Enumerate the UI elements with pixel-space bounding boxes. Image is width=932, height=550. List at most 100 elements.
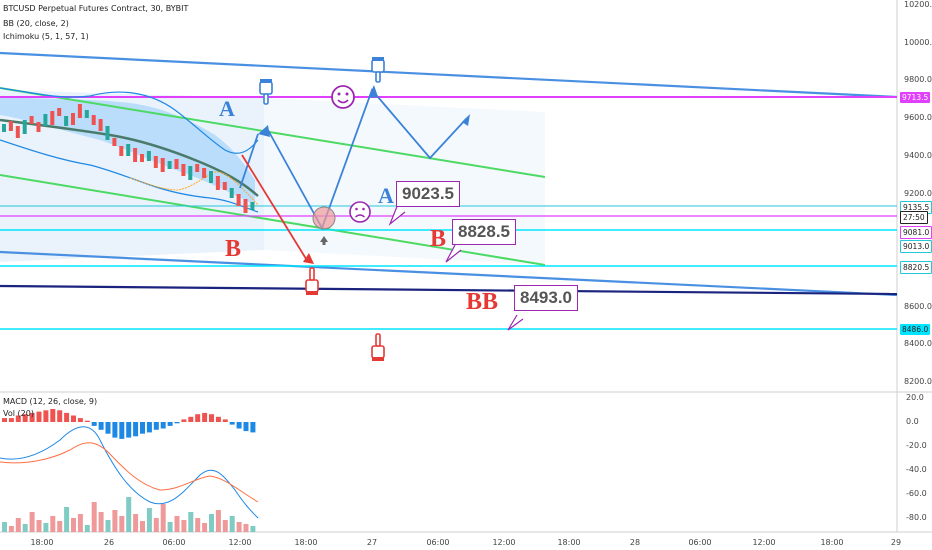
volume-bar [119, 516, 125, 532]
volume-bar [50, 516, 56, 532]
candle [98, 119, 103, 131]
macd-bar [202, 412, 208, 422]
candle [112, 138, 117, 146]
macd-bar [15, 415, 21, 422]
price-axis-tick: 9400.0 [904, 150, 932, 160]
candle [57, 108, 62, 116]
macd-bar [84, 420, 90, 422]
price-tag: 8820.5 [900, 261, 932, 274]
candle [222, 182, 227, 190]
callout-8493-pointer [507, 314, 524, 331]
macd-axis-tick: -60.0 [906, 489, 927, 498]
volume-bar [22, 524, 28, 532]
macd-axis-tick: 0.0 [906, 417, 919, 426]
macd-bar [167, 422, 173, 426]
symbol-title: BTCUSD Perpetual Futures Contract, 30, B… [3, 4, 189, 13]
pivot-circle [312, 206, 336, 230]
macd-bar [8, 418, 14, 422]
volume-bar [71, 518, 76, 532]
candle [250, 202, 255, 210]
macd-bar [140, 422, 145, 434]
candle [126, 144, 131, 156]
volume-bar [181, 520, 187, 532]
macd-bar [195, 414, 201, 422]
time-axis-tick: 06:00 [162, 538, 186, 547]
macd-bar [36, 411, 42, 422]
level-8617-line [0, 284, 898, 296]
macd-bar [215, 416, 221, 422]
volume-bar [43, 523, 49, 532]
volume-bar [84, 525, 90, 532]
volume-bar [188, 512, 194, 532]
callout-9023: 9023.5 [396, 181, 460, 207]
time-axis-tick: 12:00 [228, 538, 252, 547]
time-axis-tick: 27 [366, 538, 378, 547]
candle [50, 111, 55, 125]
volume-bar [209, 514, 214, 532]
scenario-label-bb: BB [466, 289, 499, 315]
volume-bar [160, 504, 166, 532]
macd-bar [181, 419, 187, 422]
scenario-label-a-upper: A [219, 96, 235, 121]
pointer-up-hand-icon [259, 79, 273, 105]
candle [229, 188, 234, 198]
macd-bar [160, 422, 166, 429]
callout-8493: 8493.0 [514, 285, 578, 311]
volume-bar [174, 516, 180, 532]
candle [181, 164, 186, 176]
volume-bar [215, 510, 221, 532]
scenario-label-b-right: B [430, 226, 447, 252]
price-candles [2, 104, 255, 213]
channel-upper-line [0, 51, 898, 99]
candle [188, 166, 193, 180]
scenario-down-arrow [241, 154, 309, 263]
scenario-label-b-left: B [225, 236, 242, 262]
candle [64, 116, 69, 126]
price-axis-tick: 8200.0 [904, 377, 932, 386]
macd-bar [57, 410, 63, 422]
candle [215, 176, 220, 190]
volume-bar [250, 526, 256, 532]
vol-legend: Vol (20) [3, 409, 34, 418]
time-axis-tick: 18:00 [294, 538, 318, 547]
macd-bar [43, 410, 49, 422]
price-tag: 9713.5 [900, 92, 931, 103]
macd-bar [222, 419, 228, 422]
macd-axis-tick: -80.0 [906, 513, 927, 522]
candle [119, 146, 124, 156]
volume-bar [133, 514, 139, 532]
macd-bar [112, 422, 118, 438]
arrow-head-right [462, 114, 470, 126]
price-axis-tick: 10000.0 [904, 37, 932, 47]
macd-bar [126, 422, 132, 438]
macd-bar [229, 422, 235, 425]
sad-face-icon [349, 201, 371, 223]
channel-lower-line [0, 250, 898, 297]
candle [146, 151, 151, 161]
macd-bar [22, 414, 28, 422]
price-axis-tick: 9600.0 [904, 113, 932, 123]
candle [91, 115, 96, 125]
arrow-head-peak [368, 85, 378, 98]
volume-bar [2, 522, 7, 532]
pivot-marker-stem [322, 241, 326, 245]
volume-bar [236, 522, 242, 532]
macd-bar [64, 412, 70, 422]
macd-bar [153, 422, 159, 430]
macd-bar [236, 422, 242, 429]
candle [243, 199, 248, 213]
time-axis-tick: 18:00 [820, 538, 844, 547]
candle [195, 164, 200, 172]
macd-axis-tick: -20.0 [906, 441, 927, 450]
candle [140, 154, 144, 162]
macd-bar [29, 412, 35, 422]
candle [22, 120, 27, 134]
volume-bar [36, 520, 42, 532]
pointer-down-hand-icon [305, 267, 319, 295]
pivot-up-marker [320, 236, 328, 242]
time-axis-tick: 29 [890, 538, 902, 547]
macd-bar [146, 422, 152, 433]
signal-line [0, 442, 259, 503]
macd-bar [91, 422, 97, 426]
